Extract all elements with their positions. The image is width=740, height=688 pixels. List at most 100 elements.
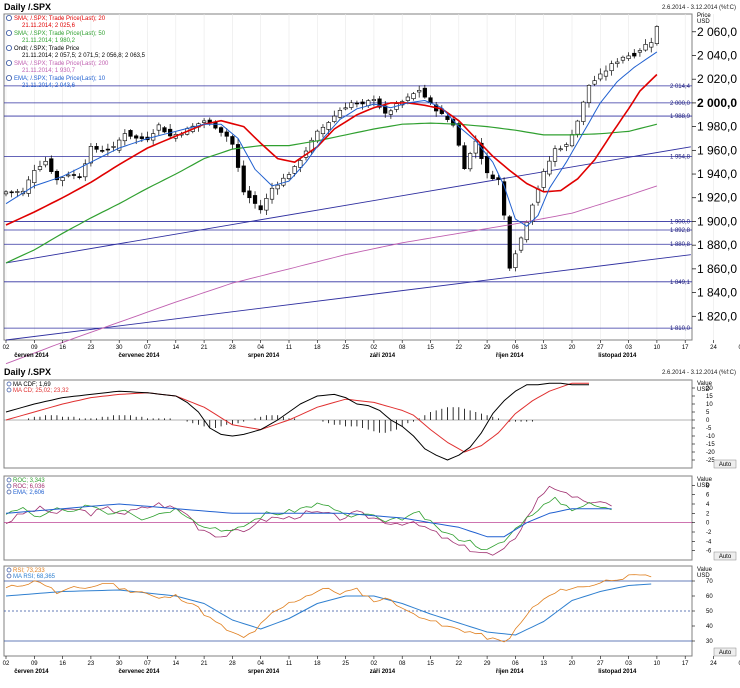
candle[interactable] — [490, 170, 495, 181]
candle[interactable] — [620, 55, 626, 64]
candle[interactable] — [484, 152, 490, 179]
legend-icon-0 — [6, 14, 12, 21]
candle[interactable] — [643, 39, 648, 52]
candle[interactable] — [349, 99, 354, 110]
candle[interactable] — [94, 143, 99, 153]
candle[interactable] — [111, 141, 116, 152]
candle-body — [83, 163, 88, 178]
candle-body — [269, 187, 275, 200]
candle[interactable] — [9, 190, 14, 198]
candle[interactable] — [54, 169, 60, 185]
candle-body — [309, 139, 314, 153]
candle[interactable] — [354, 100, 360, 108]
candle[interactable] — [37, 160, 43, 172]
candle[interactable] — [632, 49, 637, 59]
candle-body — [501, 181, 507, 216]
candle[interactable] — [518, 236, 524, 254]
candle[interactable] — [513, 250, 518, 272]
candle[interactable] — [15, 188, 20, 198]
candle[interactable] — [377, 96, 382, 110]
candle[interactable] — [60, 175, 65, 187]
candle[interactable] — [422, 84, 427, 99]
candle[interactable] — [468, 151, 473, 172]
xtick-label-17: 29 — [484, 345, 491, 351]
candle[interactable] — [83, 159, 88, 182]
candle[interactable] — [252, 191, 258, 209]
candle[interactable] — [320, 124, 326, 138]
level-label-8: 1 810,0 — [670, 326, 691, 332]
candle[interactable] — [558, 145, 563, 152]
candle[interactable] — [298, 158, 303, 173]
candle[interactable] — [603, 65, 609, 81]
candle[interactable] — [156, 122, 161, 136]
candle[interactable] — [343, 102, 348, 111]
ema10-line — [5, 51, 658, 227]
candle[interactable] — [337, 107, 343, 119]
candle[interactable] — [77, 173, 82, 180]
candle[interactable] — [615, 58, 620, 68]
candle[interactable] — [501, 177, 507, 220]
candle[interactable] — [417, 85, 422, 98]
level-label-7: 1 849,1 — [670, 280, 691, 286]
candle[interactable] — [637, 48, 643, 57]
p2-ytick-label-5: -5 — [706, 426, 712, 432]
candle[interactable] — [128, 129, 133, 140]
candle[interactable] — [586, 84, 592, 108]
candle[interactable] — [49, 155, 54, 174]
p2-ytick-label-3: 5 — [706, 410, 710, 416]
candle-body — [224, 131, 229, 137]
xtick-label-12: 25 — [342, 661, 349, 667]
candle[interactable] — [235, 138, 241, 172]
price-y-unit-top: Price — [697, 13, 711, 19]
candle[interactable] — [654, 25, 659, 46]
candle[interactable] — [71, 169, 77, 180]
candle[interactable] — [626, 52, 631, 61]
candle[interactable] — [598, 68, 603, 82]
xtick-label-14: 08 — [399, 345, 406, 351]
candle[interactable] — [507, 214, 512, 271]
candle[interactable] — [3, 190, 9, 197]
candle[interactable] — [258, 199, 263, 214]
candle[interactable] — [564, 142, 569, 152]
candle[interactable] — [32, 164, 37, 189]
candle[interactable] — [649, 37, 654, 53]
candle[interactable] — [552, 145, 558, 167]
p3-ytick-label-6: -4 — [706, 539, 712, 545]
candle[interactable] — [309, 137, 314, 156]
candle[interactable] — [218, 126, 224, 137]
candle-body — [383, 105, 388, 114]
candle[interactable] — [524, 220, 529, 243]
candle[interactable] — [202, 118, 207, 129]
candle[interactable] — [66, 171, 71, 178]
candle[interactable] — [411, 92, 416, 101]
candle[interactable] — [581, 100, 586, 126]
candle[interactable] — [541, 168, 546, 193]
candle[interactable] — [388, 109, 393, 119]
candle-body — [496, 177, 501, 180]
candle[interactable] — [100, 145, 105, 153]
candle[interactable] — [332, 110, 337, 124]
candle-body — [349, 102, 354, 108]
candle[interactable] — [122, 129, 127, 146]
candle[interactable] — [592, 75, 597, 86]
candle[interactable] — [609, 60, 614, 76]
xtick-label-0: 02 — [3, 661, 10, 667]
candle[interactable] — [43, 156, 48, 168]
candle[interactable] — [117, 137, 122, 154]
candle[interactable] — [547, 156, 552, 177]
candle[interactable] — [224, 128, 229, 142]
candle[interactable] — [286, 171, 292, 180]
legend-line2-2: 21.11.2014; 2 057,5; 2 071,5; 2 056,8; 2… — [22, 53, 146, 59]
p4-auto-label: Auto — [719, 650, 732, 656]
candle[interactable] — [162, 126, 167, 134]
candle[interactable] — [462, 142, 467, 170]
candle[interactable] — [230, 134, 235, 150]
candle[interactable] — [264, 193, 269, 216]
candle[interactable] — [247, 185, 252, 204]
candle[interactable] — [26, 176, 31, 197]
xtick-label-15: 15 — [427, 345, 434, 351]
candle[interactable] — [241, 160, 246, 196]
legend-line2-3: 21.11.2014; 1 930,7 — [22, 68, 76, 74]
candle-body — [292, 166, 297, 174]
